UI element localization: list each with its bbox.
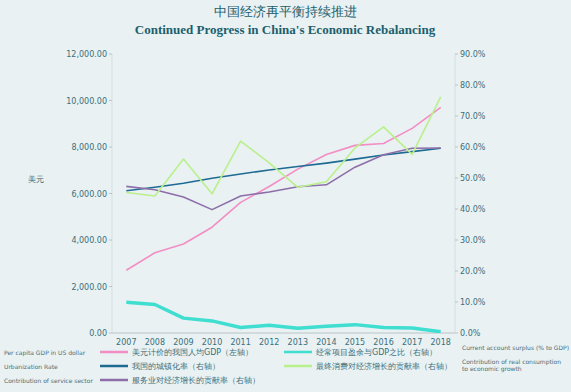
x-tick-label: 2013: [288, 338, 308, 347]
y-axis-label: 美元: [28, 175, 44, 184]
x-tick-label: 2015: [345, 338, 365, 347]
x-tick-label: 2008: [145, 338, 165, 347]
legend-label: 经常项目盈余与GDP之比（右轴）: [316, 348, 437, 357]
y-tick-label: 8,000.00: [71, 143, 107, 152]
y2-tick: [455, 178, 458, 179]
y2-tick: [455, 147, 458, 148]
y2-tick: [455, 333, 458, 334]
x-tick-label: 2018: [431, 338, 451, 347]
y-tick: [109, 100, 112, 101]
y2-tick: [455, 54, 458, 55]
y2-tick: [455, 209, 458, 210]
legend-label-line: to economic growth: [462, 365, 522, 373]
y-tick: [109, 147, 112, 148]
legend-label: 美元计价的我国人均GDP（左轴）: [132, 348, 253, 357]
legend-label: 最终消费对经济增长的贡献率（右轴）: [316, 362, 452, 371]
background: [0, 0, 571, 392]
x-tick-label: 2011: [230, 338, 250, 347]
y2-tick-label: 20.0%: [460, 267, 486, 276]
y-tick: [109, 54, 112, 55]
y2-tick-label: 50.0%: [460, 174, 486, 183]
chart: 中国经济再平衡持续推进 Continued Progress in China's…: [0, 0, 571, 392]
y-tick-label: 2,000.00: [71, 283, 107, 292]
series-line: [126, 302, 440, 331]
legend-label-en: Per capita GDP in US dollar: [4, 349, 86, 357]
legend-label-en: Contribution of real consumptionto econo…: [462, 358, 561, 373]
x-tick-label: 2007: [116, 338, 136, 347]
y2-tick-label: 10.0%: [460, 298, 486, 307]
legend-label-en: Contribution of service sector: [4, 377, 93, 384]
series-line: [126, 97, 440, 196]
x-tick-label: 2012: [259, 338, 279, 347]
legend-swatch: [284, 365, 312, 368]
series-line: [126, 107, 440, 270]
x-tick-label: 2009: [173, 338, 193, 347]
y-tick: [109, 240, 112, 241]
y-tick-label: 12,000.00: [66, 50, 107, 59]
x-tick-label: 2016: [373, 338, 393, 347]
x-tick-label: 2010: [202, 338, 222, 347]
y2-tick-label: 0.0%: [460, 329, 481, 338]
y2-tick-label: 70.0%: [460, 112, 486, 121]
y2-tick: [455, 85, 458, 86]
legend-swatch: [100, 351, 128, 354]
y2-tick: [455, 302, 458, 303]
y2-tick-label: 60.0%: [460, 143, 486, 152]
legend-label-en: Current account surplus (% to GDP): [462, 344, 569, 352]
y-tick-label: 10,000.00: [66, 97, 107, 106]
y-tick-label: 0.00: [89, 329, 107, 338]
y-tick: [109, 193, 112, 194]
y-tick-label: 6,000.00: [71, 190, 107, 199]
y-tick: [109, 286, 112, 287]
legend-label: 服务业对经济增长的贡献率（右轴）: [132, 376, 260, 385]
x-tick-label: 2017: [402, 338, 422, 347]
y2-tick-label: 80.0%: [460, 81, 486, 90]
y2-tick: [455, 271, 458, 272]
series-line: [126, 148, 440, 210]
y2-tick: [455, 240, 458, 241]
y2-axis: [455, 54, 456, 333]
title: 中国经济再平衡持续推进: [214, 4, 357, 19]
y2-tick-label: 30.0%: [460, 236, 486, 245]
legend-swatch: [100, 365, 128, 368]
y2-tick-label: 90.0%: [460, 50, 486, 59]
series-line: [126, 148, 440, 190]
y-tick: [109, 333, 112, 334]
legend-label-en: Urbanization Rate: [4, 363, 58, 370]
plot-area: [126, 97, 440, 332]
y2-tick-label: 40.0%: [460, 205, 486, 214]
legend-label: 我国的城镇化率（右轴）: [132, 362, 220, 371]
y-tick-label: 4,000.00: [71, 236, 107, 245]
subtitle: Continued Progress in China's Economic R…: [135, 22, 436, 37]
x-axis: [112, 333, 455, 334]
legend-swatch: [100, 379, 128, 382]
y2-tick: [455, 116, 458, 117]
x-tick-label: 2014: [316, 338, 336, 347]
legend-swatch: [284, 351, 312, 354]
